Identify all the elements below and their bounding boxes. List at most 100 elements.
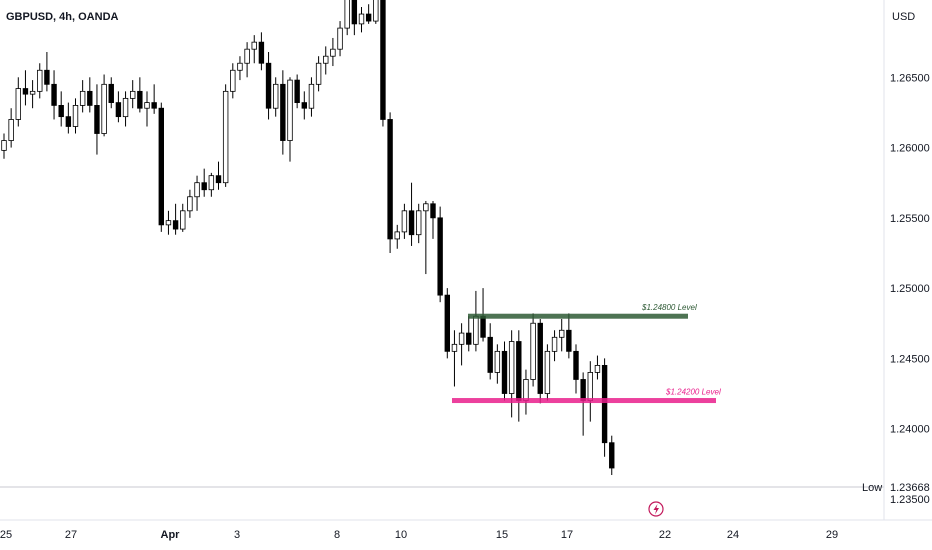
y-tick-label: 1.25000 xyxy=(890,283,930,295)
candle[interactable] xyxy=(244,42,250,78)
candle[interactable] xyxy=(108,77,114,109)
candle[interactable] xyxy=(8,108,14,148)
candle[interactable] xyxy=(201,168,207,197)
candle[interactable] xyxy=(344,0,350,36)
candle[interactable] xyxy=(87,77,93,113)
candle[interactable] xyxy=(215,161,222,190)
currency-label[interactable]: USD xyxy=(892,11,915,23)
candle-body-down xyxy=(301,102,307,109)
candle[interactable] xyxy=(51,70,57,120)
candle[interactable] xyxy=(394,224,400,249)
candle-body-up xyxy=(165,220,172,226)
candle[interactable] xyxy=(430,200,436,239)
candle[interactable] xyxy=(280,70,286,155)
candle[interactable] xyxy=(423,200,429,275)
candle[interactable] xyxy=(530,313,536,387)
candle[interactable] xyxy=(337,21,343,57)
candle-body-up xyxy=(251,41,257,50)
candle[interactable] xyxy=(601,358,608,457)
candle[interactable] xyxy=(1,133,7,159)
candle[interactable] xyxy=(22,70,29,106)
candle[interactable] xyxy=(237,56,243,81)
candle[interactable] xyxy=(444,288,450,359)
candle-body-up xyxy=(473,315,479,345)
candle-body-up xyxy=(144,102,150,109)
candles-layer xyxy=(1,0,615,476)
candle-body-down xyxy=(466,332,472,345)
candle[interactable] xyxy=(165,210,172,235)
candle[interactable] xyxy=(594,355,601,380)
candle[interactable] xyxy=(609,435,615,476)
candle[interactable] xyxy=(566,313,572,359)
candle[interactable] xyxy=(172,203,179,235)
candle[interactable] xyxy=(287,77,293,162)
candle[interactable] xyxy=(158,102,164,232)
candle[interactable] xyxy=(137,77,143,113)
candle[interactable] xyxy=(308,77,315,117)
candle[interactable] xyxy=(330,37,336,67)
candle[interactable] xyxy=(180,203,186,232)
candle[interactable] xyxy=(29,80,36,109)
candle-body-down xyxy=(258,41,265,64)
candle[interactable] xyxy=(365,4,372,24)
candle[interactable] xyxy=(37,63,43,99)
level-line[interactable] xyxy=(468,313,688,319)
candle[interactable] xyxy=(408,182,415,246)
candle[interactable] xyxy=(144,91,150,127)
candle-body-up xyxy=(494,350,501,373)
candle[interactable] xyxy=(294,74,300,109)
candle[interactable] xyxy=(194,175,200,211)
candle[interactable] xyxy=(351,0,358,36)
candle[interactable] xyxy=(451,330,458,387)
candle[interactable] xyxy=(122,91,129,127)
candle[interactable] xyxy=(129,80,136,109)
candle[interactable] xyxy=(258,32,265,71)
candle[interactable] xyxy=(101,74,107,137)
candle[interactable] xyxy=(79,80,86,113)
candle[interactable] xyxy=(559,319,565,352)
candle[interactable] xyxy=(230,63,236,99)
candle[interactable] xyxy=(573,344,579,394)
candle[interactable] xyxy=(222,84,229,187)
candle-body-up xyxy=(308,83,315,109)
candle[interactable] xyxy=(544,344,551,401)
candle[interactable] xyxy=(494,344,501,384)
candle[interactable] xyxy=(323,46,329,75)
candle[interactable] xyxy=(437,206,443,303)
candle[interactable] xyxy=(466,316,472,352)
candle[interactable] xyxy=(251,35,257,64)
candle[interactable] xyxy=(551,330,558,362)
candle[interactable] xyxy=(187,189,193,218)
candle[interactable] xyxy=(458,323,465,366)
candle[interactable] xyxy=(401,203,408,239)
candle[interactable] xyxy=(487,323,493,380)
candle[interactable] xyxy=(537,319,543,404)
candle[interactable] xyxy=(208,172,215,197)
level-line[interactable] xyxy=(452,398,716,404)
candle[interactable] xyxy=(501,341,508,401)
candle[interactable] xyxy=(358,7,365,33)
x-tick-label: 24 xyxy=(727,529,739,541)
candle[interactable] xyxy=(265,52,272,120)
candle[interactable] xyxy=(151,84,157,114)
candle[interactable] xyxy=(272,77,279,117)
candle-body-up xyxy=(330,48,336,57)
candle[interactable] xyxy=(373,0,379,24)
candle[interactable] xyxy=(44,52,50,92)
candle[interactable] xyxy=(315,56,322,92)
candle[interactable] xyxy=(15,77,21,127)
candle[interactable] xyxy=(72,98,79,134)
candle[interactable] xyxy=(415,203,422,244)
candle-body-up xyxy=(544,350,551,394)
candle[interactable] xyxy=(115,91,122,123)
candle-body-down xyxy=(58,105,64,118)
x-tick-label: 15 xyxy=(496,529,508,541)
candle[interactable] xyxy=(94,84,100,155)
candle[interactable] xyxy=(301,91,307,120)
candle[interactable] xyxy=(58,91,64,127)
candle[interactable] xyxy=(65,102,72,134)
lightning-icon[interactable] xyxy=(648,501,664,517)
candle[interactable] xyxy=(387,112,393,253)
candle[interactable] xyxy=(380,0,386,127)
